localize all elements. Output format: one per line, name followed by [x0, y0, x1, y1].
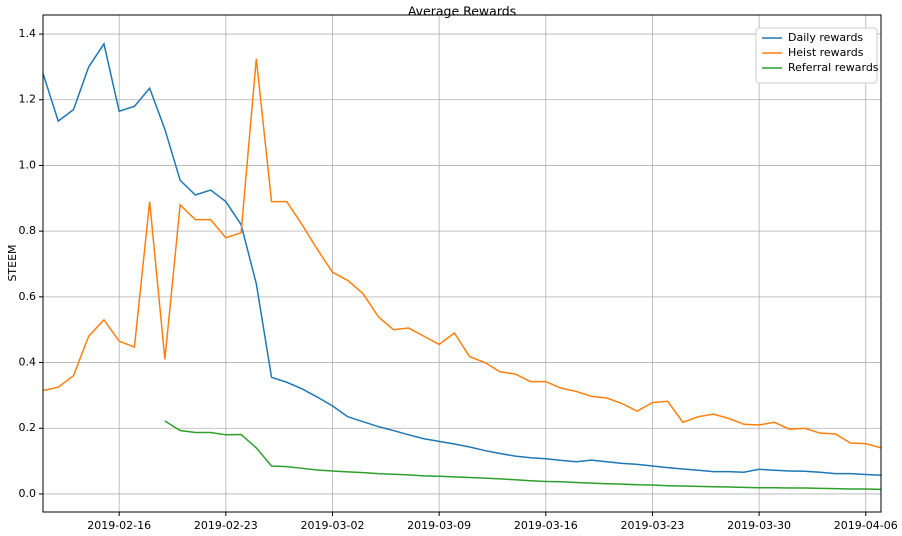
y-tick-label: 0.6: [19, 290, 37, 303]
legend-label: Referral rewards: [788, 61, 879, 74]
x-tick-label: 2019-03-02: [301, 519, 365, 532]
y-tick-label: 0.8: [19, 224, 37, 237]
y-tick-label: 1.2: [19, 93, 37, 106]
legend-box: [755, 27, 878, 84]
series-line: [164, 420, 881, 491]
y-tick-label: 0.0: [19, 487, 37, 500]
x-tick-label: 2019-03-16: [514, 519, 578, 532]
legend-label: Heist rewards: [788, 46, 864, 59]
series-line: [43, 42, 881, 476]
series-line: [43, 58, 881, 449]
y-tick-label: 0.2: [19, 421, 37, 434]
x-tick-label: 2019-02-23: [194, 519, 258, 532]
chart-title: Average Rewards: [408, 4, 516, 19]
y-tick-label: 1.0: [19, 158, 37, 171]
x-tick-label: 2019-03-30: [727, 519, 791, 532]
plot-frame: [42, 14, 882, 513]
x-tick-label: 2019-04-06: [834, 519, 898, 532]
y-tick-label: 1.4: [19, 27, 37, 40]
x-tick-label: 2019-02-16: [87, 519, 151, 532]
y-tick-label: 0.4: [19, 356, 37, 369]
y-axis-label: STEEM: [6, 244, 19, 281]
legend-label: Daily rewards: [788, 31, 863, 44]
x-tick-label: 2019-03-09: [407, 519, 471, 532]
x-tick-label: 2019-03-23: [620, 519, 684, 532]
